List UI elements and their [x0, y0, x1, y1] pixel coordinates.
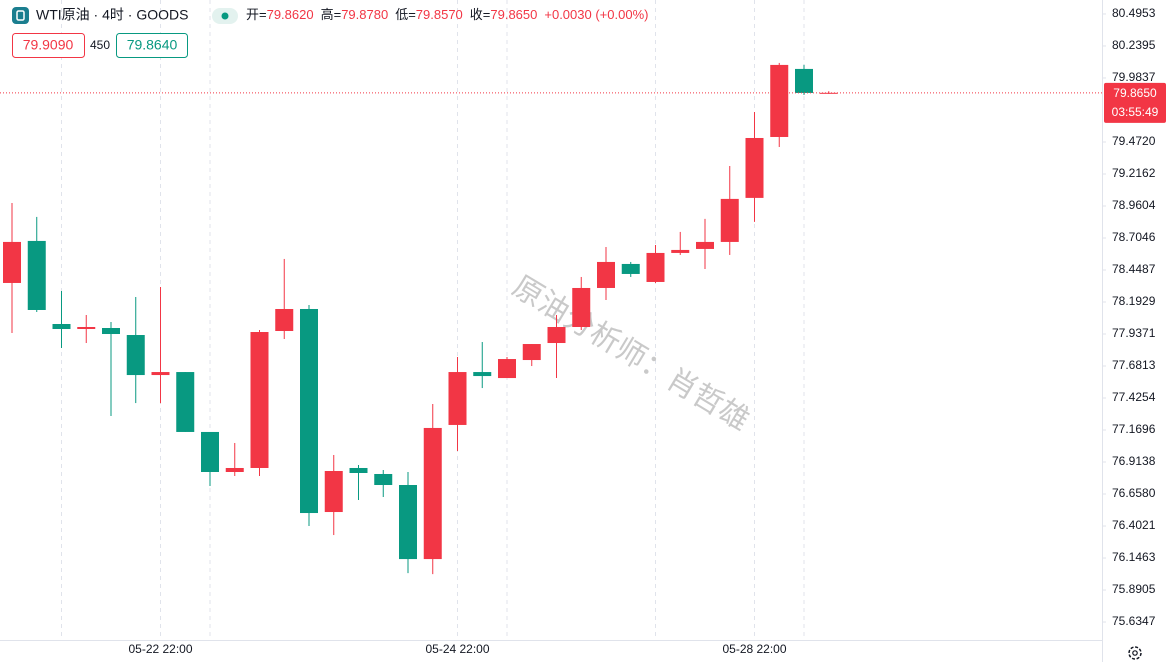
candle-body — [720, 198, 739, 242]
candle-body — [498, 359, 516, 379]
y-tick-label: 78.7046 — [1112, 230, 1156, 244]
candle-body — [770, 64, 789, 137]
legend-change: +0.0030 (+0.00%) — [544, 7, 648, 22]
candle-body — [621, 263, 640, 274]
candle-body — [102, 328, 120, 335]
candle-body — [250, 332, 269, 468]
y-tick-label: 76.4021 — [1112, 518, 1156, 532]
candle-body — [27, 240, 46, 310]
candle-body — [349, 467, 368, 473]
y-tick-label: 79.4720 — [1112, 134, 1156, 148]
spread: 450 — [90, 38, 110, 52]
y-tick-label: 80.4953 — [1112, 6, 1156, 20]
x-tick-label: 05-24 22:00 — [425, 642, 489, 656]
ohlc-legend: 开=79.8620 高=79.8780 低=79.8570 收=79.8650 +0.0… — [246, 7, 648, 22]
ask-price: 79.8640 — [127, 37, 178, 53]
candle-body — [547, 327, 566, 344]
settings-icon[interactable] — [1128, 646, 1142, 660]
y-tick-label: 77.6813 — [1112, 358, 1156, 372]
legend-value: 79.8620 — [267, 7, 314, 22]
symbol-title[interactable]: WTI原油 · 4时 · GOODS — [36, 7, 188, 23]
candle-body — [646, 252, 665, 282]
candle-body — [473, 372, 492, 377]
y-tick-label: 75.6347 — [1112, 614, 1156, 628]
y-tick-label: 78.9604 — [1112, 198, 1156, 212]
bid-box[interactable] — [12, 33, 85, 58]
y-tick-label: 78.1929 — [1112, 294, 1156, 308]
candle-body — [3, 241, 21, 283]
y-tick-label: 77.9371 — [1112, 326, 1156, 340]
candle-body — [597, 261, 615, 288]
y-tick-label: 76.9138 — [1112, 454, 1156, 468]
candle-body — [423, 427, 442, 560]
legend-value: 79.8650 — [490, 7, 537, 22]
y-tick-label: 76.1463 — [1112, 550, 1156, 564]
y-tick-label: 80.2395 — [1112, 38, 1156, 52]
candle-body — [448, 372, 467, 425]
candle-body — [126, 335, 145, 376]
candle-body — [201, 431, 219, 472]
candle-body — [671, 249, 690, 253]
legend-name: 低= — [395, 7, 416, 22]
candle-body — [696, 241, 714, 249]
legend-value: 79.8570 — [416, 7, 463, 22]
x-tick-label: 05-28 22:00 — [722, 642, 786, 656]
candle-body — [324, 470, 343, 513]
legend-name: 开= — [246, 7, 267, 22]
countdown: 03:55:49 — [1112, 105, 1159, 119]
y-tick-label: 77.4254 — [1112, 390, 1156, 404]
candle-body — [795, 68, 813, 93]
candle-body — [77, 327, 96, 330]
candle-body — [399, 485, 417, 560]
plot — [3, 62, 838, 575]
candle-body — [374, 473, 393, 486]
settings-icon-center — [1132, 650, 1138, 656]
ask-box[interactable] — [116, 33, 188, 58]
last-price-box — [1104, 82, 1166, 123]
candle-body — [300, 308, 318, 514]
candle-body — [745, 137, 764, 198]
y-tick-label: 79.9837 — [1112, 70, 1156, 84]
symbol-logo — [12, 7, 29, 24]
bid-price: 79.9090 — [23, 37, 74, 53]
y-tick-label: 78.4487 — [1112, 262, 1156, 276]
y-tick-label: 76.6580 — [1112, 486, 1156, 500]
legend-value: 79.8780 — [341, 7, 388, 22]
candle-body — [225, 467, 244, 472]
candle-body — [275, 308, 294, 332]
market-status-dot — [221, 12, 229, 20]
candle-body — [151, 372, 170, 376]
y-tick-label: 77.1696 — [1112, 422, 1156, 436]
candle-body — [176, 372, 195, 432]
legend-name: 收= — [470, 7, 491, 22]
legend-name: 高= — [321, 7, 342, 22]
candle-body — [572, 287, 591, 328]
y-tick-label: 79.2162 — [1112, 166, 1156, 180]
candle-body — [522, 344, 541, 361]
logo-glyph — [16, 10, 25, 21]
candle-body — [52, 324, 71, 330]
x-tick-label: 05-22 22:00 — [128, 642, 192, 656]
y-tick-label: 75.8905 — [1112, 582, 1156, 596]
last-price-label: 79.8650 — [1113, 86, 1157, 100]
